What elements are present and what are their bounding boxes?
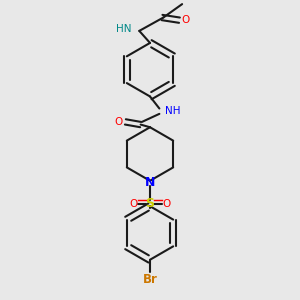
Text: N: N xyxy=(145,176,155,189)
Text: S: S xyxy=(146,197,154,210)
Text: O: O xyxy=(162,199,170,208)
Text: O: O xyxy=(130,199,138,208)
Text: HN: HN xyxy=(116,24,132,34)
Text: O: O xyxy=(115,117,123,127)
Text: NH: NH xyxy=(165,106,180,116)
Text: O: O xyxy=(181,15,190,25)
Text: Br: Br xyxy=(142,273,158,286)
